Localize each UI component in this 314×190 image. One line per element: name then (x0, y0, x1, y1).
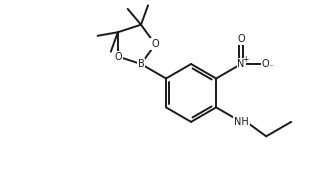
Text: O: O (237, 34, 245, 44)
Text: B: B (138, 59, 144, 69)
Text: O: O (151, 39, 159, 49)
Text: NH: NH (234, 117, 249, 127)
Text: ⁻: ⁻ (268, 64, 273, 73)
Text: B: B (138, 59, 144, 69)
Text: O: O (114, 51, 122, 62)
Text: N: N (237, 59, 245, 69)
Text: O: O (262, 59, 270, 69)
Text: +: + (243, 55, 249, 64)
